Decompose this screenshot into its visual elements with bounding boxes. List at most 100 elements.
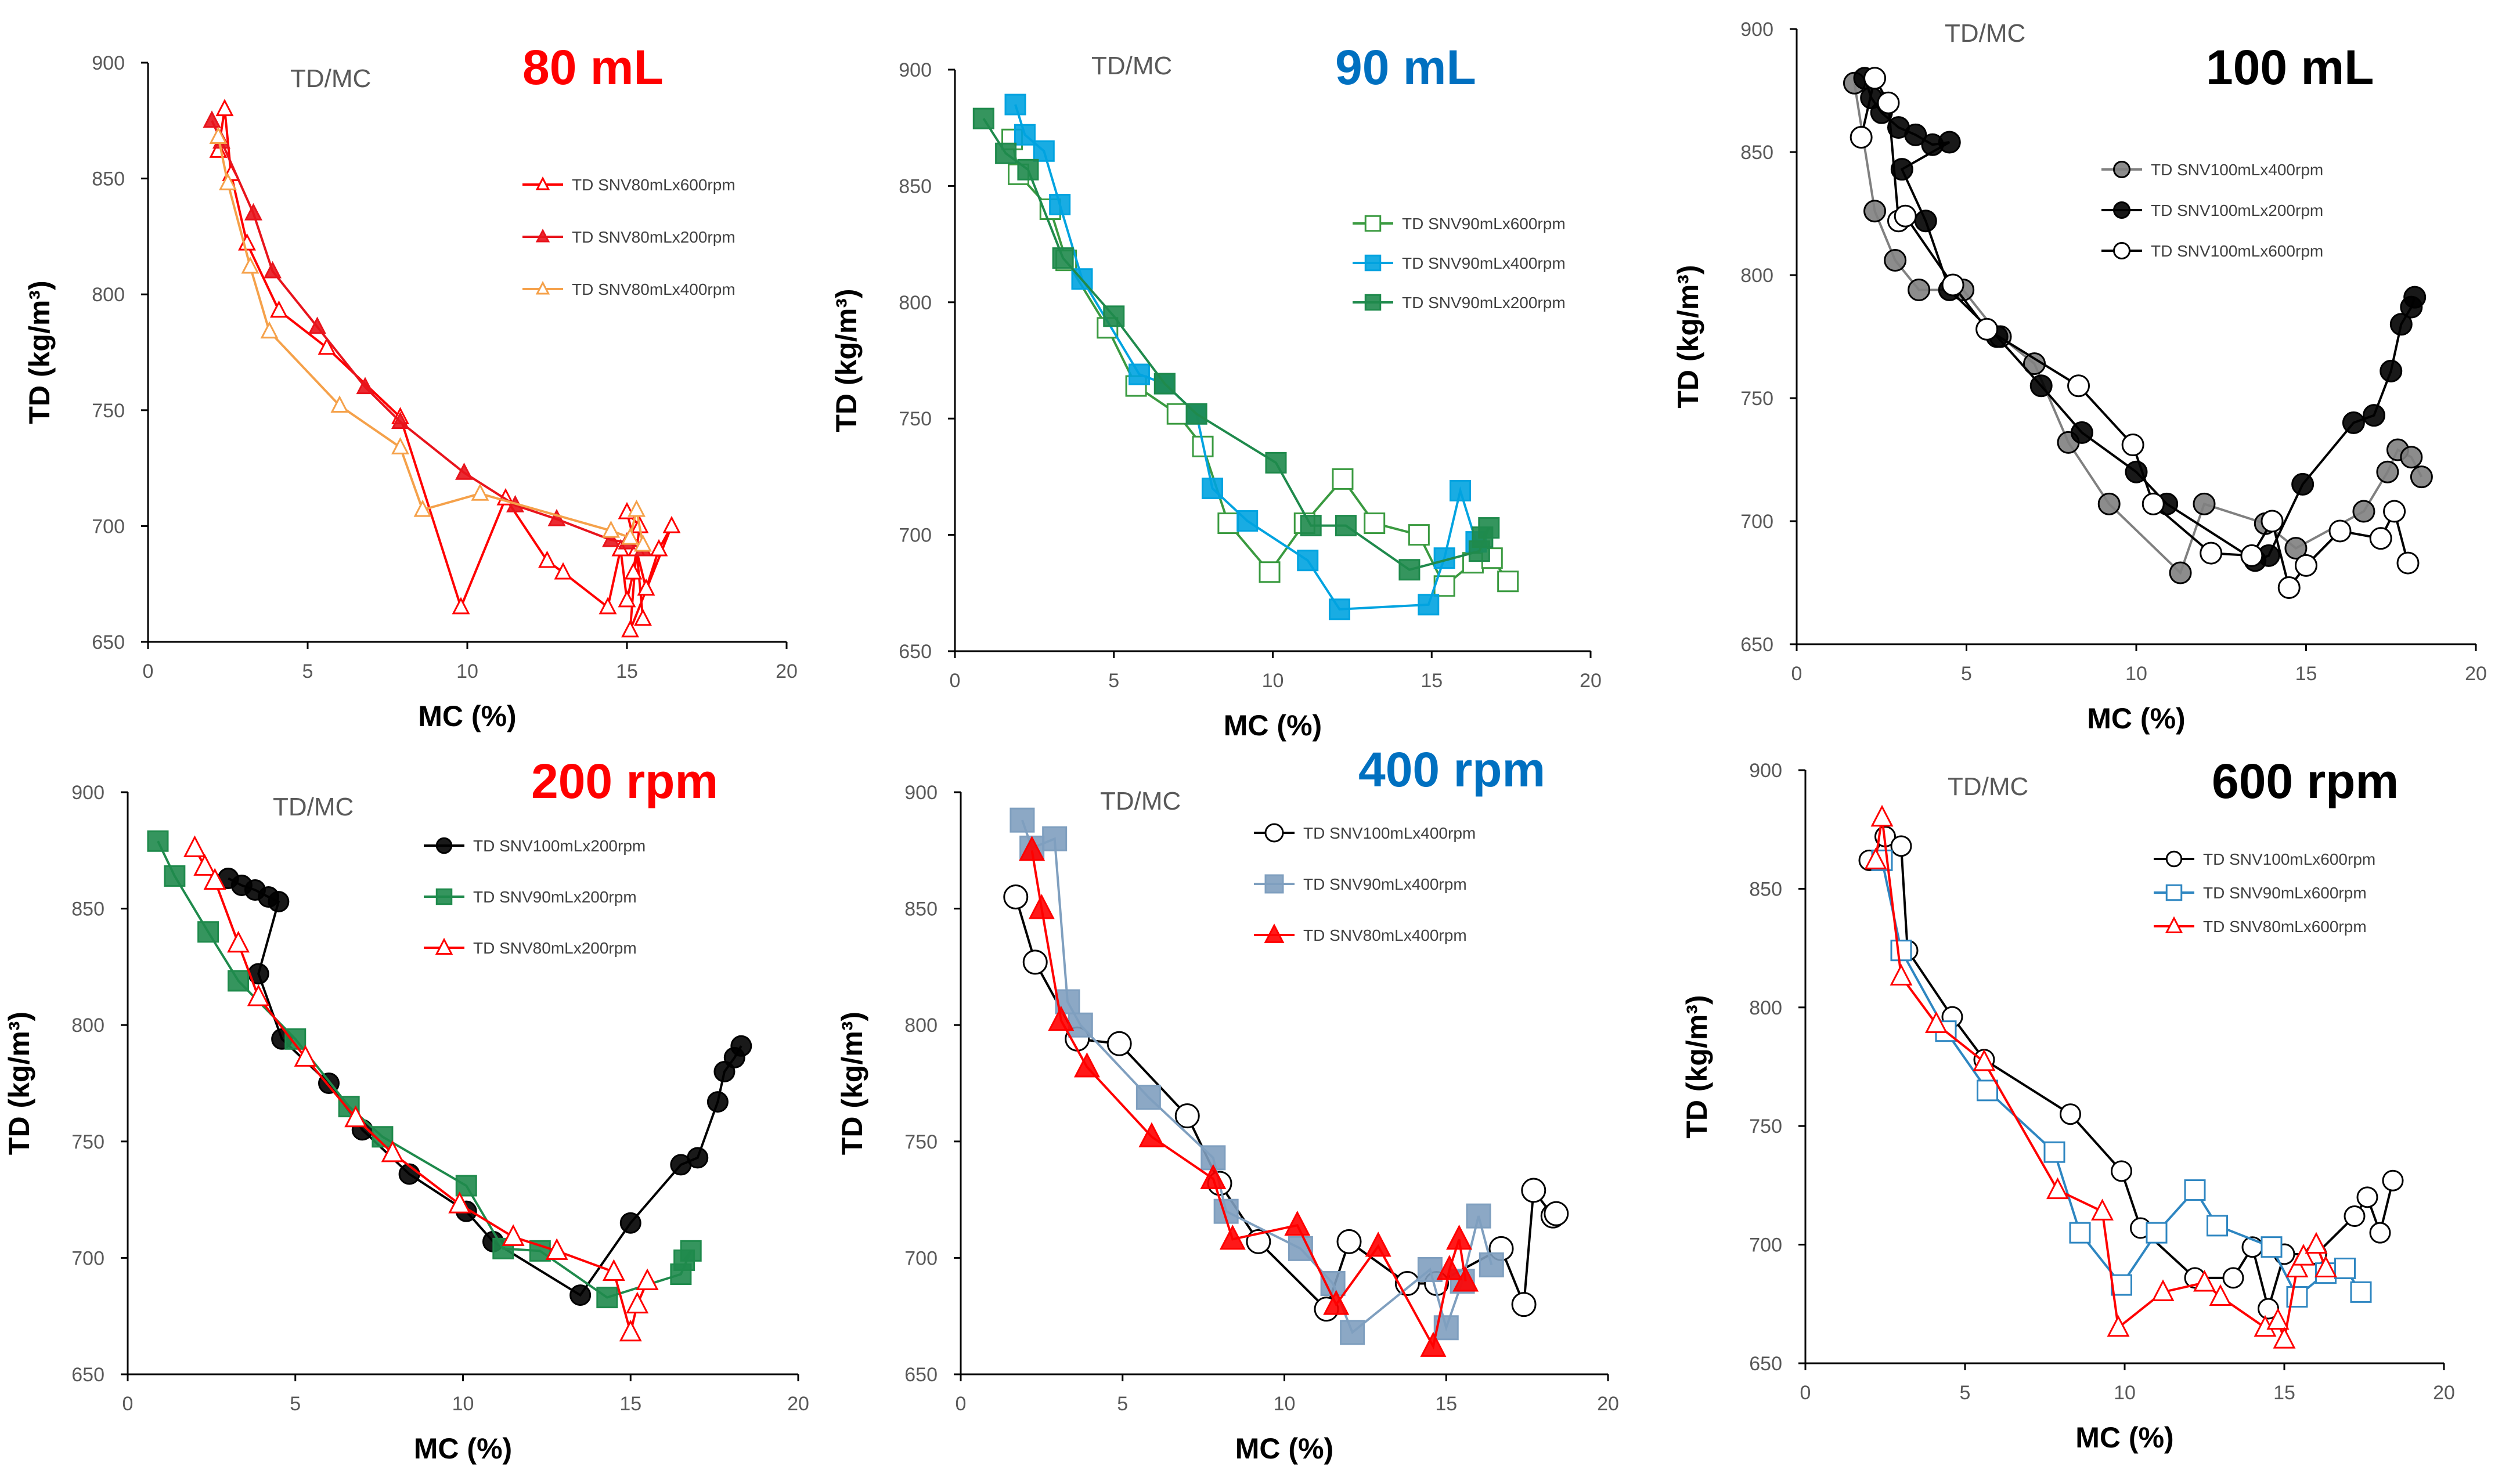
series-line — [1030, 850, 1467, 1350]
legend-marker — [1364, 294, 1382, 311]
chart-panel-2: 0 5 10 15 20 650 700 750 800 850 900 MC (%) TD (kg/m… — [830, 40, 1602, 742]
y-tick-label: 650 — [899, 641, 932, 663]
data-point — [1938, 131, 1961, 154]
data-point — [1466, 1203, 1491, 1229]
x-tick-label: 10 — [2125, 663, 2147, 685]
data-point — [2097, 492, 2121, 515]
series-3 — [1850, 67, 2420, 599]
data-point — [2207, 1215, 2228, 1237]
data-point — [1236, 510, 1259, 532]
legend-marker — [535, 176, 550, 190]
x-axis-title: MC (%) — [2075, 1421, 2173, 1454]
data-point — [1450, 479, 1472, 501]
data-point — [1153, 373, 1176, 395]
data-point — [624, 562, 643, 580]
legend-label: TD SNV80mLx200rpm — [473, 939, 637, 957]
data-point — [1446, 1225, 1473, 1250]
data-point — [197, 921, 219, 943]
x-tick-label: 0 — [122, 1393, 134, 1415]
x-tick-label: 5 — [302, 660, 313, 683]
data-point — [1975, 317, 1999, 341]
data-point — [2067, 374, 2090, 398]
x-tick-label: 10 — [1274, 1393, 1296, 1415]
data-point — [413, 499, 432, 517]
data-point — [1323, 1290, 1350, 1315]
y-tick-label: 900 — [1740, 19, 1773, 41]
data-point — [268, 891, 290, 913]
x-tick-label: 15 — [2295, 663, 2317, 685]
chart-panel-1: 0 5 10 15 20 650 700 750 800 850 900 MC (%) TD (kg/m… — [23, 40, 798, 732]
data-point — [1864, 847, 1887, 869]
legend-marker — [535, 229, 550, 243]
data-point — [2403, 286, 2427, 309]
data-point — [2111, 1160, 2132, 1182]
y-tick-label: 750 — [92, 400, 125, 422]
data-point — [2146, 1222, 2168, 1244]
data-point — [1890, 940, 1912, 962]
legend-label: TD SNV90mLx400rpm — [1402, 254, 1566, 272]
legend-marker — [435, 837, 453, 854]
x-tick-label: 20 — [2465, 663, 2487, 685]
data-point — [569, 1284, 592, 1306]
data-point — [2273, 1327, 2296, 1349]
data-point — [2069, 1222, 2091, 1244]
data-point — [636, 1268, 659, 1291]
x-tick-label: 10 — [1262, 670, 1284, 692]
series-3 — [209, 127, 652, 552]
data-point — [471, 483, 489, 501]
legend-marker — [2113, 201, 2130, 219]
x-tick-label: 15 — [616, 660, 638, 683]
data-point — [1365, 1232, 1391, 1257]
panel-title: 600 rpm — [2212, 754, 2399, 808]
y-tick-label: 850 — [904, 898, 938, 920]
data-point — [455, 463, 473, 480]
data-point — [2284, 537, 2308, 560]
data-point — [2328, 519, 2352, 543]
y-tick-label: 700 — [899, 525, 932, 547]
series-line — [1021, 819, 1493, 1335]
y-axis-title: TD (kg/m³) — [3, 1012, 35, 1155]
y-tick-label: 650 — [92, 631, 125, 653]
data-point — [1497, 571, 1519, 593]
series-3 — [183, 835, 659, 1342]
x-tick-label: 5 — [290, 1393, 301, 1415]
data-point — [2285, 1255, 2309, 1278]
data-point — [1890, 158, 1913, 181]
data-point — [1014, 124, 1036, 146]
plot-label: TD/MC — [1100, 787, 1181, 815]
legend-label: TD SNV80mLx200rpm — [572, 228, 736, 246]
data-point — [1259, 561, 1281, 583]
data-point — [1265, 452, 1287, 474]
data-point — [2261, 510, 2284, 533]
data-point — [1300, 515, 1322, 537]
data-point — [1033, 140, 1055, 162]
y-tick-label: 750 — [904, 1131, 938, 1153]
y-tick-label: 650 — [904, 1364, 938, 1386]
data-point — [381, 1140, 404, 1162]
panel-title: 100 mL — [2206, 40, 2374, 95]
plot-label: TD/MC — [273, 793, 354, 821]
data-point — [1452, 1266, 1479, 1292]
data-point — [1884, 249, 1907, 272]
x-axis-title: MC (%) — [414, 1432, 512, 1465]
data-point — [2222, 1267, 2244, 1289]
data-point — [706, 1091, 729, 1113]
data-point — [2314, 1255, 2337, 1278]
data-point — [2292, 1244, 2315, 1266]
data-point — [318, 337, 336, 355]
x-tick-label: 15 — [1421, 670, 1443, 692]
data-point — [2200, 541, 2223, 565]
data-point — [1398, 559, 1421, 581]
data-point — [228, 970, 250, 992]
legend-label: TD SNV100mLx400rpm — [1303, 824, 1476, 842]
legend-marker — [1264, 874, 1284, 894]
data-point — [294, 1045, 317, 1067]
x-tick-label: 0 — [956, 1393, 967, 1415]
x-tick-label: 10 — [452, 1393, 474, 1415]
chart-panel-3: 0 5 10 15 20 650 700 750 800 850 900 MC (%) TD (kg/m… — [1672, 19, 2487, 735]
data-point — [2389, 313, 2413, 336]
series-3 — [1864, 804, 2337, 1349]
y-tick-label: 800 — [71, 1014, 104, 1037]
legend-marker — [2113, 161, 2130, 178]
data-point — [602, 520, 620, 538]
